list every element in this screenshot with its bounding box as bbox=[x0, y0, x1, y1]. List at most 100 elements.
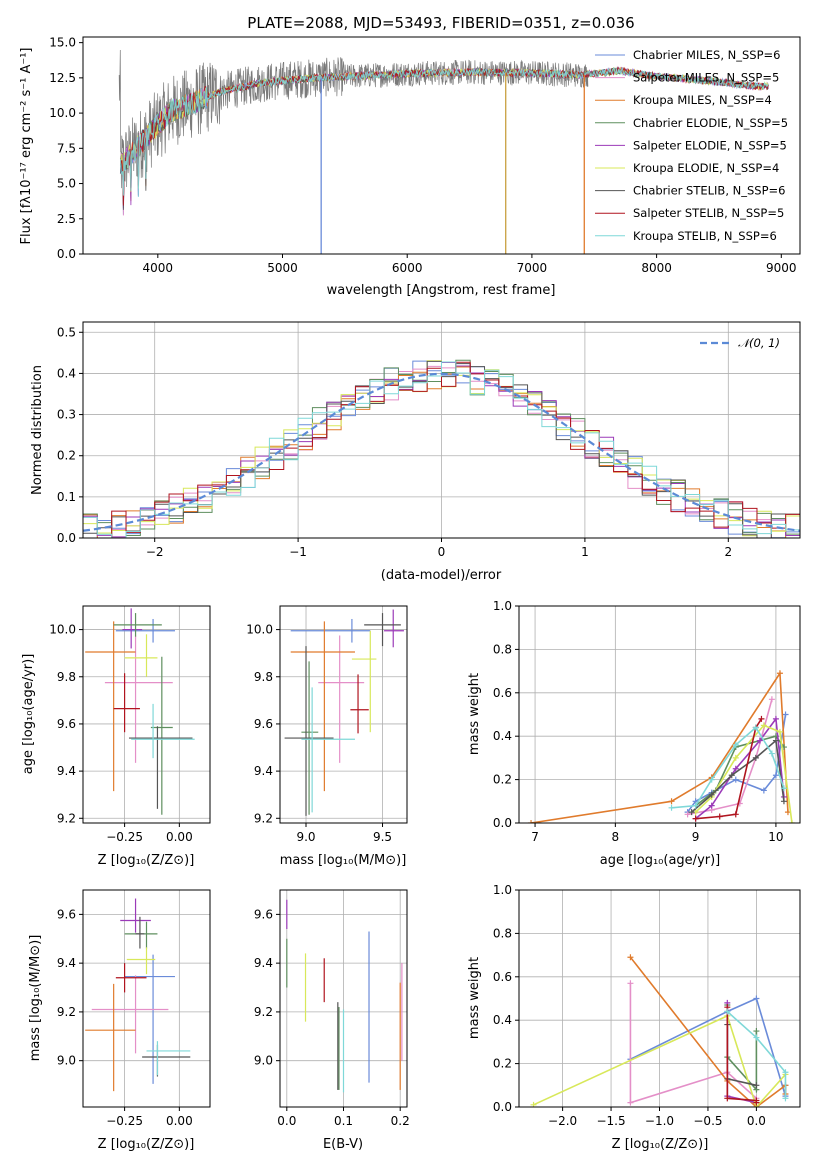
data-marker bbox=[732, 765, 739, 772]
x-tick-label: 0.0 bbox=[277, 1114, 296, 1128]
mass-weight-vs-metallicity-panel: −2.0 −1.5 −1.0 −0.5 0.0 0.0 0.2 0.4 0.6 0.8 1.0 bbox=[493, 883, 801, 1128]
mass-vs-Z-xlabel: Z [log₁₀(Z/Z⊙)] bbox=[98, 1137, 195, 1152]
weight-line-2 bbox=[629, 983, 757, 1104]
data-marker bbox=[732, 811, 739, 818]
legend-label: 𝒩(0, 1) bbox=[738, 336, 780, 350]
y-tick-label: 0.0 bbox=[493, 1100, 512, 1114]
histogram-8 bbox=[83, 361, 800, 538]
plot-area bbox=[85, 898, 191, 1092]
age-vs-metallicity-panel: −0.25 0.00 9.2 9.4 9.6 9.8 10.0 bbox=[49, 605, 211, 844]
model-line-9 bbox=[119, 67, 769, 198]
y-tick-label: 0.2 bbox=[57, 449, 76, 463]
y-tick-label: 10.0 bbox=[49, 106, 76, 120]
age-vs-Z-ylabel: age [log₁₀(age/yr)] bbox=[21, 654, 36, 775]
y-tick-label: 9.0 bbox=[57, 1054, 76, 1068]
model-line-8 bbox=[119, 66, 769, 206]
y-tick-label: 12.5 bbox=[49, 71, 76, 85]
data-marker bbox=[732, 776, 739, 783]
data-marker bbox=[627, 954, 634, 961]
plot-area bbox=[528, 670, 795, 823]
age-vs-Z-xlabel: Z [log₁₀(Z/Z⊙)] bbox=[98, 853, 195, 868]
histogram-9 bbox=[83, 361, 800, 538]
y-tick-label: 0.4 bbox=[57, 366, 76, 380]
y-tick-label: 9.6 bbox=[254, 907, 273, 921]
x-tick-label: −2.0 bbox=[548, 1114, 577, 1128]
data-marker bbox=[768, 696, 775, 703]
x-tick-label: 0.1 bbox=[334, 1114, 353, 1128]
y-tick-label: 0.3 bbox=[57, 408, 76, 422]
data-marker bbox=[756, 737, 763, 744]
data-marker bbox=[780, 798, 787, 805]
residuals-ylabel: Normed distribution bbox=[30, 365, 45, 495]
weight-line-7 bbox=[691, 738, 785, 813]
y-tick-label: 9.4 bbox=[57, 956, 76, 970]
x-tick-label: −1 bbox=[289, 545, 307, 559]
weight-line-3 bbox=[530, 670, 789, 823]
x-tick-label: 7000 bbox=[517, 261, 548, 275]
data-marker bbox=[668, 798, 675, 805]
y-tick-label: 0.4 bbox=[493, 1013, 512, 1027]
legend-label: Chabrier ELODIE, N_SSP=5 bbox=[633, 116, 788, 130]
x-tick-label: 6000 bbox=[392, 261, 423, 275]
data-marker bbox=[716, 813, 723, 820]
data-marker bbox=[772, 772, 779, 779]
x-tick-label: 0.0 bbox=[747, 1114, 766, 1128]
model-line-6 bbox=[119, 66, 769, 195]
y-tick-label: 5.0 bbox=[57, 177, 76, 191]
data-marker bbox=[627, 980, 634, 987]
mass-weight-vs-age-panel: 7 8 9 10 0.0 0.2 0.4 0.6 0.8 1.0 bbox=[493, 599, 801, 844]
data-marker bbox=[684, 811, 691, 818]
plot-area bbox=[286, 899, 403, 1093]
plot-area bbox=[284, 609, 404, 816]
x-tick-label: 5000 bbox=[267, 261, 298, 275]
x-tick-label: −2 bbox=[146, 545, 164, 559]
data-marker bbox=[668, 804, 675, 811]
data-marker bbox=[692, 815, 699, 822]
axes-frame bbox=[82, 36, 801, 255]
legend-label: Salpeter STELIB, N_SSP=5 bbox=[633, 206, 784, 220]
y-tick-label: 9.4 bbox=[254, 956, 273, 970]
x-tick-label: 9000 bbox=[766, 261, 797, 275]
data-marker bbox=[752, 724, 759, 731]
x-tick-label: −0.25 bbox=[106, 1114, 143, 1128]
spectrum-ylabel: Flux [fλ10⁻¹⁷ erg cm⁻² s⁻¹ A⁻¹] bbox=[19, 48, 34, 245]
x-tick-label: 4000 bbox=[143, 261, 174, 275]
x-tick-label: 0.00 bbox=[166, 830, 193, 844]
x-tick-label: 10 bbox=[768, 830, 783, 844]
data-marker bbox=[627, 1099, 634, 1106]
normal-curve bbox=[83, 372, 800, 532]
legend-label: Salpeter MILES, N_SSP=5 bbox=[633, 71, 779, 85]
data-marker bbox=[768, 750, 775, 757]
mass-vs-EBV-xlabel: E(B-V) bbox=[323, 1137, 363, 1152]
y-tick-label: 9.2 bbox=[57, 1005, 76, 1019]
spectrum-title: PLATE=2088, MJD=53493, FIBERID=0351, z=0… bbox=[247, 14, 634, 32]
mass-vs-reddening-panel: 0.0 0.1 0.2 9.0 9.2 9.4 9.6 bbox=[254, 889, 410, 1128]
age-vs-mass-xlabel: mass [log₁₀(M/M⊙)] bbox=[280, 853, 407, 868]
axes-frame bbox=[518, 889, 801, 1108]
x-tick-label: 1 bbox=[581, 545, 589, 559]
x-tick-label: 9 bbox=[692, 830, 700, 844]
data-marker bbox=[708, 802, 715, 809]
x-tick-label: 2 bbox=[724, 545, 732, 559]
y-tick-label: 0.0 bbox=[57, 531, 76, 545]
age-vs-mass-panel: 9.0 9.5 9.2 9.4 9.6 9.8 10.0 bbox=[246, 605, 408, 844]
mass-vs-metallicity-panel: −0.25 0.00 9.0 9.2 9.4 9.6 bbox=[57, 889, 211, 1128]
x-tick-label: −0.5 bbox=[693, 1114, 722, 1128]
data-marker bbox=[728, 772, 735, 779]
data-marker bbox=[752, 754, 759, 761]
y-tick-label: 7.5 bbox=[57, 141, 76, 155]
data-marker bbox=[732, 754, 739, 761]
plot-area bbox=[118, 49, 769, 254]
axes-frame bbox=[82, 889, 211, 1108]
x-tick-label: −0.25 bbox=[106, 830, 143, 844]
y-tick-label: 10.0 bbox=[49, 623, 76, 637]
legend-label: Chabrier MILES, N_SSP=6 bbox=[633, 48, 780, 62]
mass-vs-Z-ylabel: mass [log₁₀(M/M⊙)] bbox=[28, 935, 43, 1062]
plot-area bbox=[530, 954, 789, 1107]
residuals-xlabel: (data-model)/error bbox=[381, 568, 502, 583]
spectrum-xlabel: wavelength [Angstrom, rest frame] bbox=[327, 283, 556, 298]
axes-frame bbox=[279, 889, 408, 1108]
data-marker bbox=[753, 995, 760, 1002]
y-tick-label: 9.2 bbox=[254, 811, 273, 825]
